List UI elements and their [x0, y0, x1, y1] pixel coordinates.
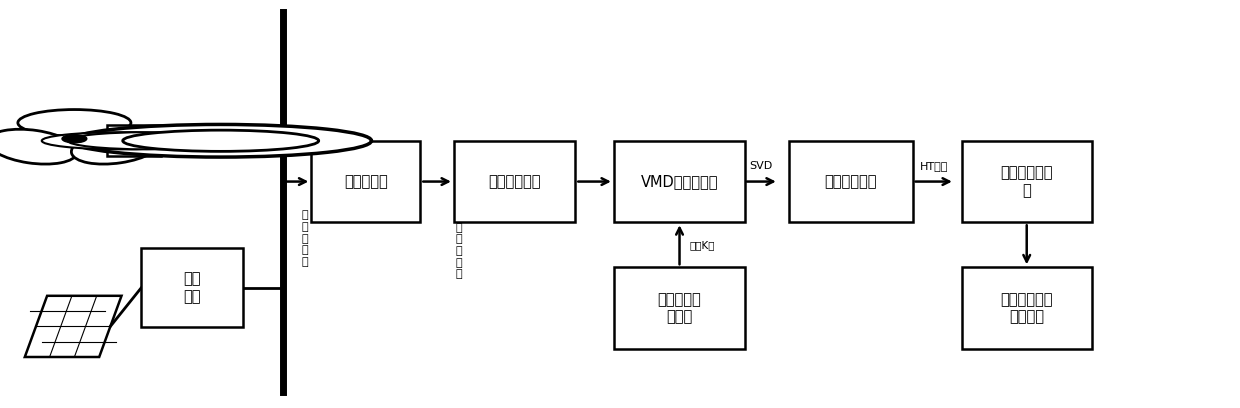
Ellipse shape	[0, 129, 77, 164]
Bar	[141, 248, 243, 327]
Bar	[311, 141, 420, 222]
Text: 并网
逆变: 并网 逆变	[184, 271, 201, 304]
Text: 电
网
一
次
侧: 电 网 一 次 侧	[301, 211, 309, 267]
Bar	[615, 267, 745, 349]
Bar	[454, 141, 575, 222]
Text: VMD自适应分解: VMD自适应分解	[641, 174, 718, 189]
Text: 暂态扰动定位: 暂态扰动定位	[825, 174, 877, 189]
Ellipse shape	[68, 132, 226, 149]
Text: 电流谐波信号: 电流谐波信号	[489, 174, 541, 189]
Ellipse shape	[42, 132, 200, 149]
Ellipse shape	[69, 124, 372, 157]
Bar	[615, 141, 745, 222]
Text: 输出暂态谐波
检测结果: 输出暂态谐波 检测结果	[1001, 292, 1053, 324]
Ellipse shape	[123, 130, 319, 151]
Text: 电力互感器: 电力互感器	[343, 174, 388, 189]
Text: 确定K值: 确定K值	[689, 240, 715, 250]
Polygon shape	[25, 296, 122, 357]
Bar	[107, 126, 161, 156]
Text: 电
网
二
次
侧: 电 网 二 次 侧	[455, 223, 463, 279]
Bar	[962, 267, 1091, 349]
Ellipse shape	[17, 109, 131, 136]
Ellipse shape	[72, 129, 161, 164]
Text: 各分量幅值频
率: 各分量幅值频 率	[1001, 165, 1053, 198]
Circle shape	[62, 135, 87, 143]
Text: 威尔逊相关
系数法: 威尔逊相关 系数法	[657, 292, 702, 324]
Text: SVD: SVD	[750, 161, 773, 171]
Text: HT计算: HT计算	[920, 161, 947, 171]
Bar	[789, 141, 913, 222]
Bar	[962, 141, 1091, 222]
